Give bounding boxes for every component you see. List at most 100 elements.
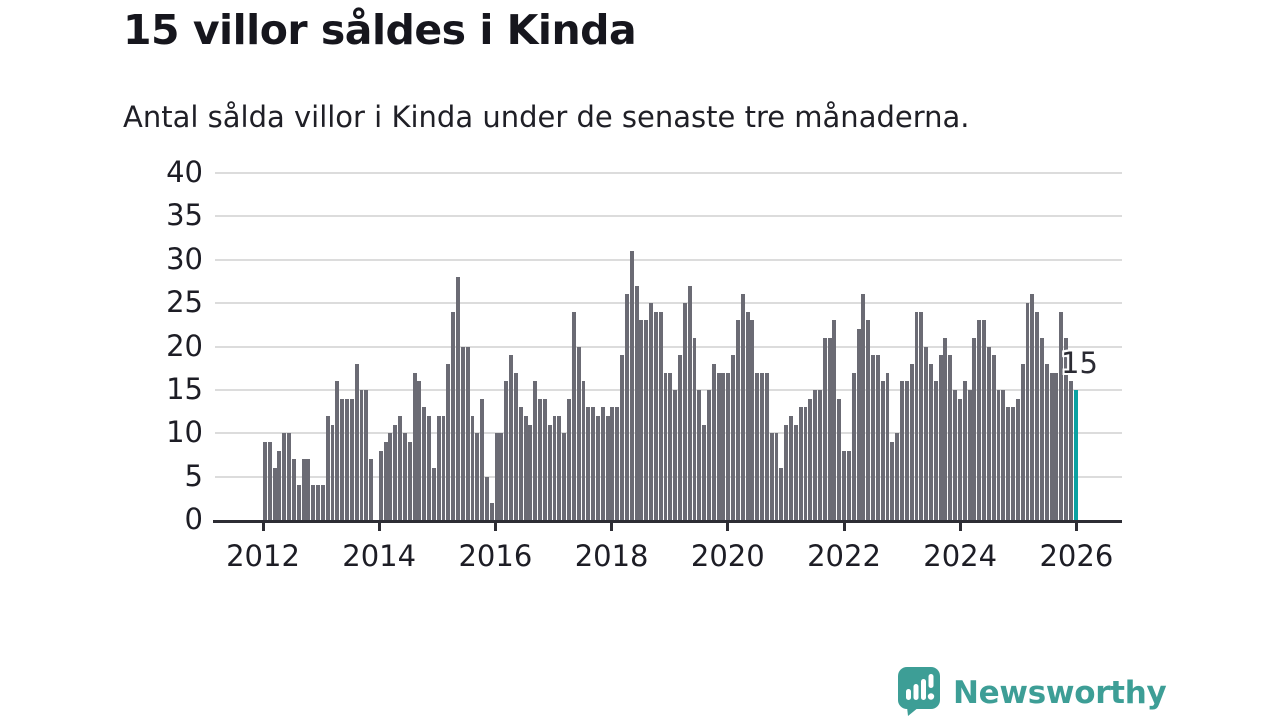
bar — [735, 320, 740, 520]
bar — [398, 415, 403, 520]
bar — [938, 355, 943, 520]
x-axis-label: 2020 — [690, 539, 765, 573]
bar — [378, 450, 383, 520]
bar — [649, 303, 654, 520]
value-annotation: 15 — [1061, 346, 1098, 380]
bar — [1015, 398, 1020, 520]
bar — [769, 433, 774, 520]
bar — [576, 346, 581, 520]
bar — [407, 441, 412, 520]
bar — [1035, 311, 1040, 520]
bar-chart-bubble-icon — [897, 666, 941, 720]
bar — [1068, 381, 1073, 520]
bar — [706, 389, 711, 520]
x-axis-label: 2022 — [807, 539, 881, 573]
bar — [779, 467, 784, 520]
bar — [789, 415, 793, 520]
bar — [325, 415, 330, 520]
y-axis-label: 30 — [166, 241, 203, 276]
bar — [663, 372, 668, 520]
bar — [340, 398, 345, 520]
bar — [1030, 294, 1035, 520]
axis-tick — [726, 523, 730, 531]
bar — [620, 355, 625, 520]
bar — [842, 450, 847, 520]
bar — [538, 398, 543, 520]
bar — [986, 346, 991, 520]
bar — [948, 355, 953, 520]
bar — [957, 398, 962, 520]
bar — [581, 381, 586, 520]
y-axis-label: 25 — [166, 285, 203, 320]
bar — [726, 372, 731, 520]
bar — [504, 381, 509, 520]
bar — [615, 407, 620, 520]
bar — [470, 415, 475, 520]
bar — [417, 381, 422, 520]
x-axis-label: 2012 — [226, 539, 300, 573]
bar — [383, 441, 388, 520]
bar — [933, 381, 938, 520]
y-axis-label: 15 — [166, 371, 203, 406]
bar — [369, 459, 374, 520]
bar — [523, 415, 528, 520]
logo-wordmark: Newsworthy — [953, 675, 1167, 711]
y-axis-label: 5 — [184, 458, 203, 493]
bar — [513, 372, 518, 520]
bar — [436, 415, 441, 520]
bar — [817, 389, 822, 520]
bar — [721, 372, 726, 520]
bar — [456, 277, 460, 520]
bar — [296, 485, 301, 520]
bar — [291, 459, 296, 520]
bar — [600, 407, 605, 520]
chart-subtitle: Antal sålda villor i Kinda under de sena… — [123, 100, 970, 134]
bar — [335, 381, 340, 520]
bar — [644, 320, 649, 520]
bar — [431, 467, 436, 520]
bar — [277, 450, 282, 520]
x-axis-label: 2026 — [1039, 539, 1114, 573]
bar — [996, 389, 1001, 520]
bar — [682, 303, 687, 520]
highlight-bar — [1073, 389, 1078, 520]
axis-tick — [842, 523, 846, 531]
bar — [634, 285, 639, 520]
y-axis-label: 40 — [166, 155, 203, 189]
y-axis-label: 10 — [166, 415, 203, 450]
bar — [489, 502, 494, 520]
bar — [673, 389, 678, 520]
bar — [460, 346, 465, 520]
bar — [272, 467, 277, 520]
bar — [687, 285, 692, 520]
bar — [480, 398, 485, 520]
gridline — [215, 345, 1122, 348]
bar — [1011, 407, 1015, 520]
bar — [851, 372, 856, 520]
bar — [1044, 363, 1049, 520]
bar — [928, 363, 933, 520]
bar — [875, 355, 880, 520]
bar — [885, 372, 890, 520]
bar — [827, 337, 832, 520]
bar — [393, 424, 398, 520]
bar — [359, 389, 364, 520]
bar — [1020, 363, 1025, 520]
bar — [798, 407, 803, 520]
bar — [861, 294, 866, 520]
gridline — [215, 215, 1122, 218]
bar — [287, 433, 292, 520]
bar — [446, 363, 451, 520]
bar — [595, 415, 600, 520]
bar — [962, 381, 967, 520]
bar — [668, 372, 673, 520]
bar — [697, 389, 702, 520]
axis-tick — [1074, 523, 1078, 531]
axis-tick — [377, 523, 381, 531]
bar — [427, 415, 432, 520]
bar — [755, 372, 760, 520]
bar — [267, 441, 272, 520]
bar — [451, 311, 456, 520]
bar — [494, 433, 499, 520]
